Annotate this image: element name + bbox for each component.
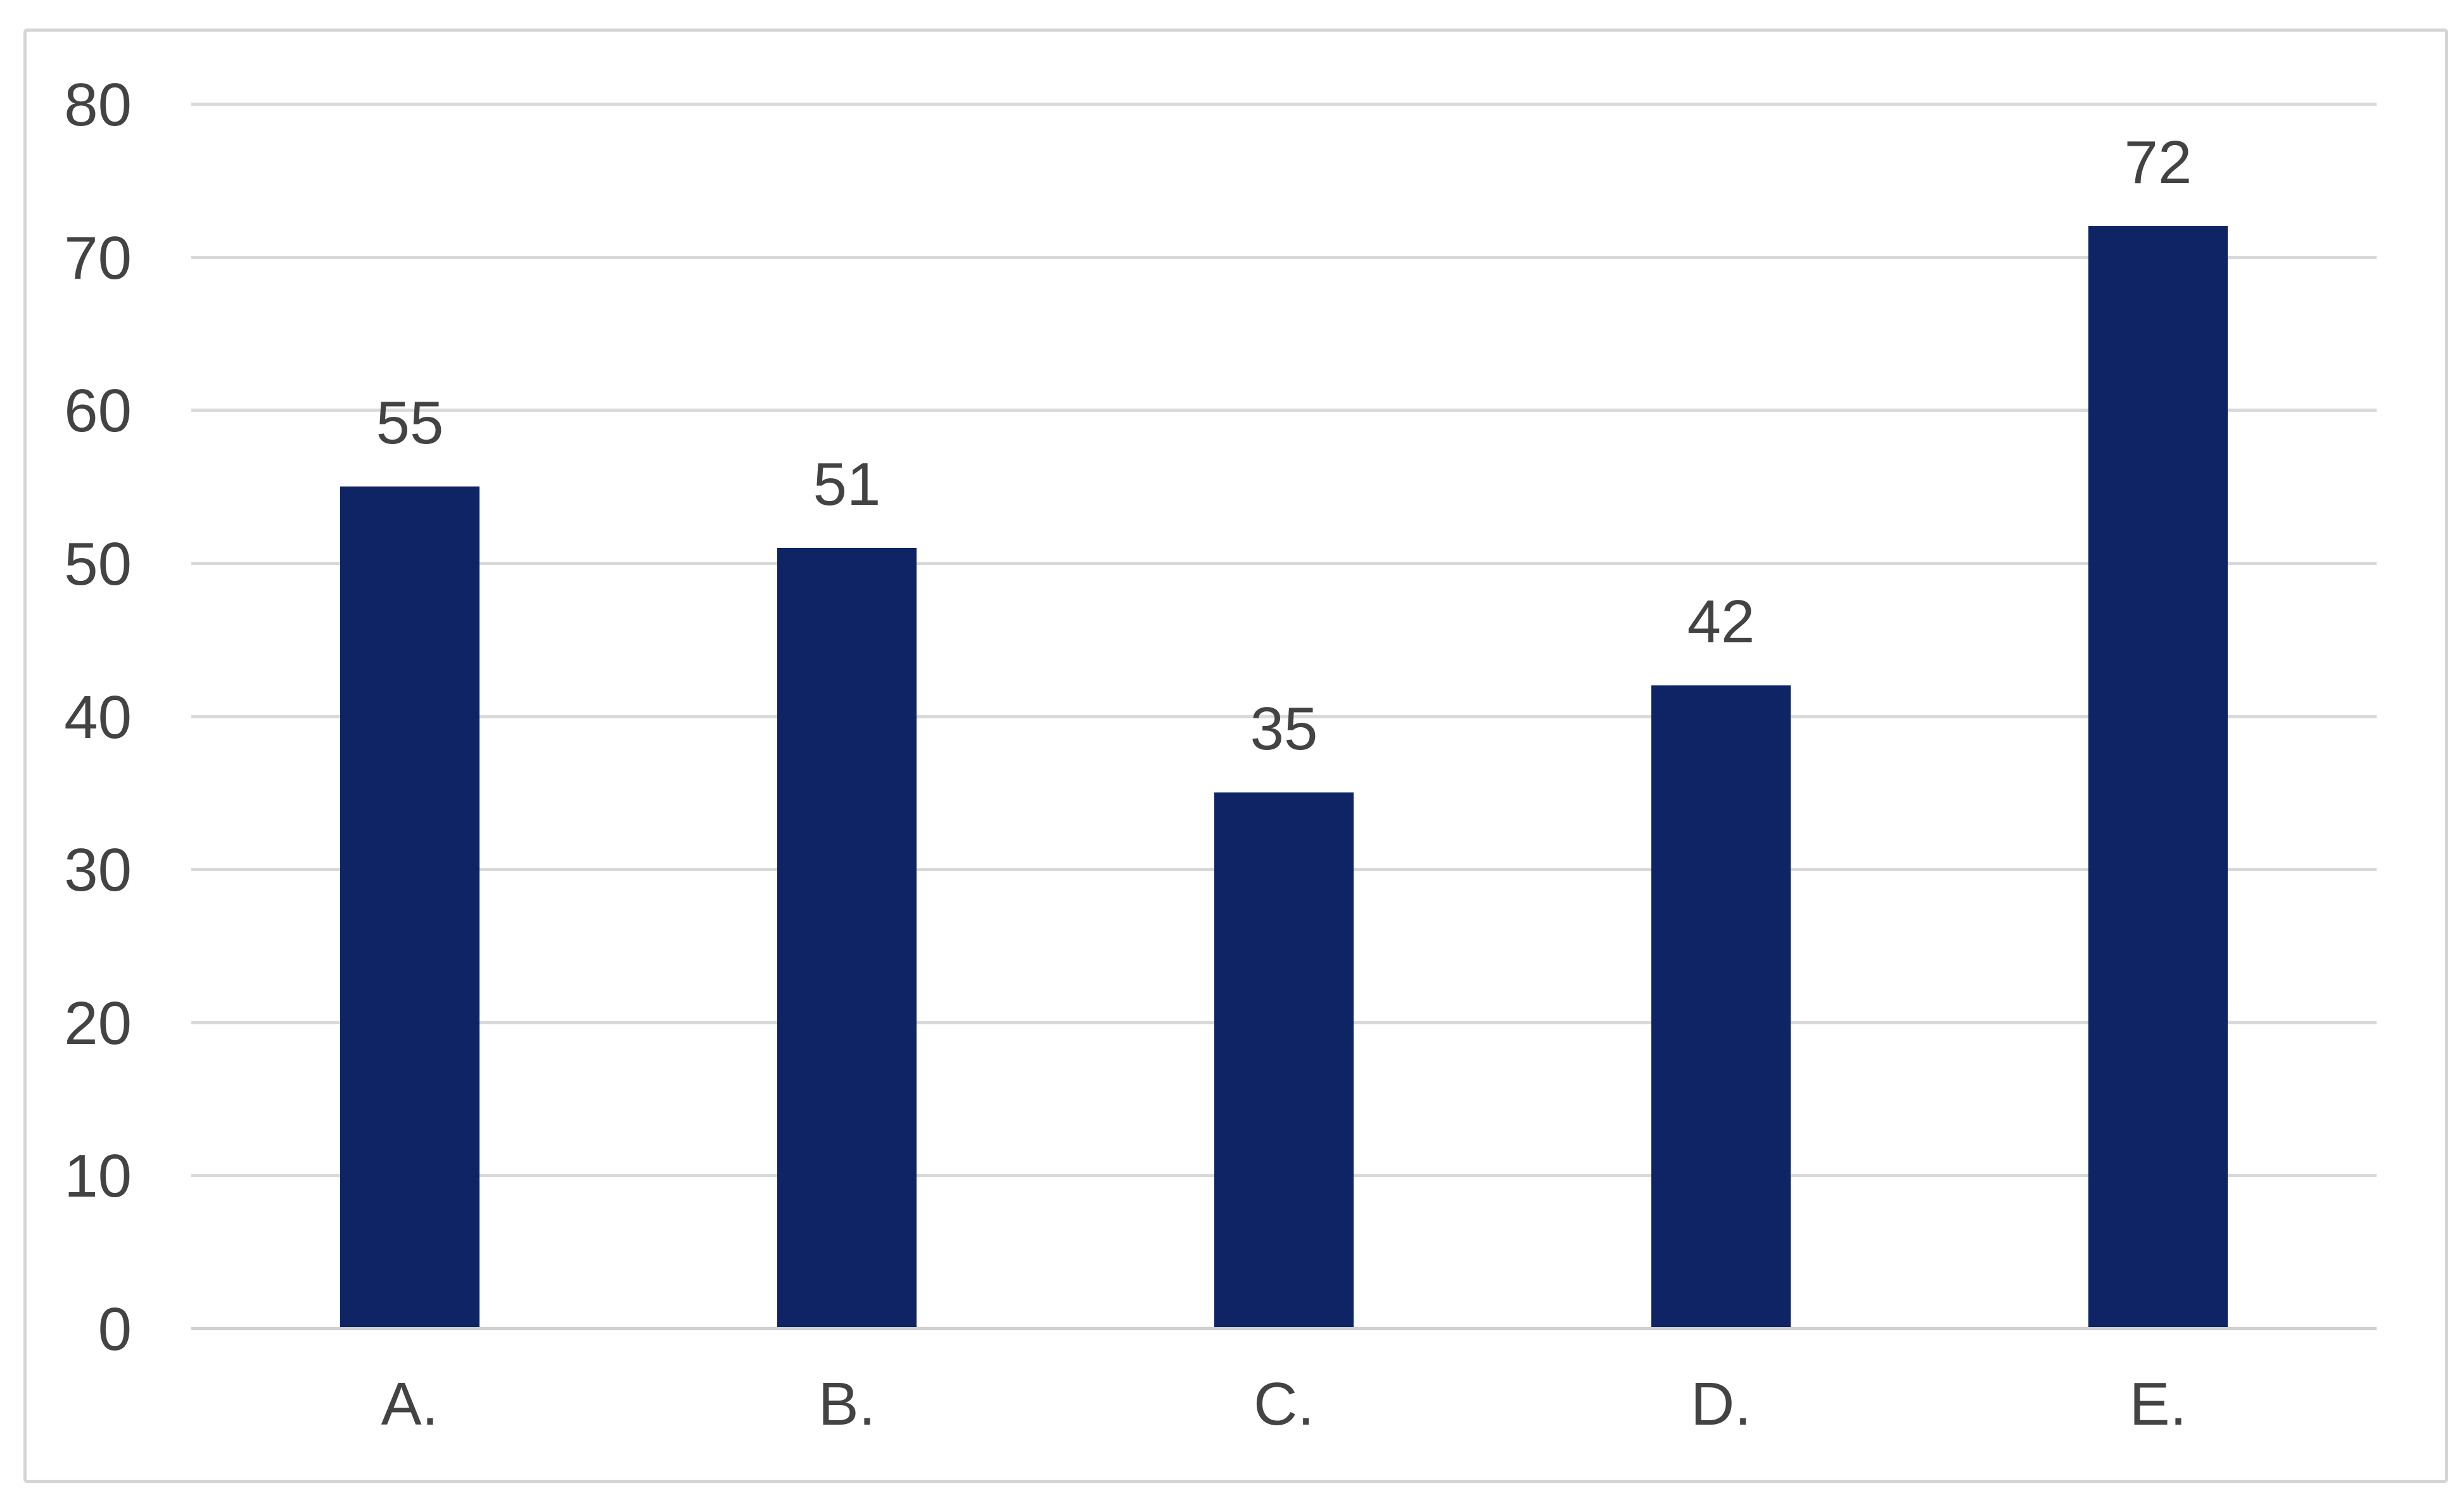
x-axis-line [191,1327,2377,1330]
bar-value-label-B: 51 [813,450,881,518]
bar-value-label-A: 55 [376,389,444,457]
y-axis-tick-label-30: 30 [64,836,132,905]
gridline-y-40 [191,715,2377,718]
bar-value-label-C: 35 [1250,695,1318,763]
gridline-y-80 [191,103,2377,106]
y-axis-tick-label-20: 20 [64,989,132,1057]
x-axis-category-label-A: A. [381,1370,439,1438]
bar-value-label-E: 72 [2124,129,2192,197]
bar-B [777,547,917,1328]
bar-A [340,486,479,1328]
y-axis-tick-label-70: 70 [64,224,132,292]
y-axis-tick-label-40: 40 [64,683,132,751]
gridline-y-50 [191,561,2377,565]
x-axis-category-label-E: E. [2129,1370,2187,1438]
bar-value-label-D: 42 [1687,588,1755,656]
x-axis-category-label-B: B. [818,1370,876,1438]
x-axis-category-label-C: C. [1254,1370,1314,1438]
gridline-y-60 [191,409,2377,412]
gridline-y-70 [191,255,2377,259]
bar-C [1214,792,1354,1328]
chart-card: 0 10 20 30 40 50 60 70 80 55 51 35 42 72 A. B. C. D. E. [23,29,2448,1483]
y-axis-tick-label-50: 50 [64,530,132,598]
y-axis-tick-label-0: 0 [98,1295,132,1363]
bar-E [2088,226,2228,1328]
bar-chart: 0 10 20 30 40 50 60 70 80 55 51 35 42 72 A. B. C. D. E. [3,3,2464,1507]
y-axis-tick-label-10: 10 [64,1142,132,1211]
y-axis-tick-label-80: 80 [64,71,132,139]
x-axis-category-label-D: D. [1691,1370,1751,1438]
y-axis-tick-label-60: 60 [64,377,132,445]
bar-D [1651,685,1791,1328]
